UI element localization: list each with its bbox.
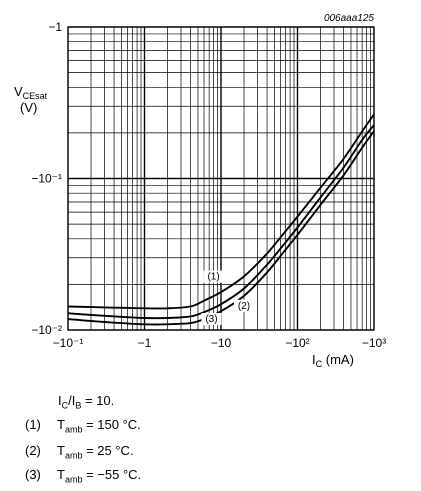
legend-main: T <box>57 443 65 458</box>
x-axis-label-main: I <box>312 352 316 367</box>
curve-3 <box>67 130 375 326</box>
y-axis-label-sub: CEsat <box>23 91 48 101</box>
y-axis-label-main: V <box>14 84 23 99</box>
legend-num: (1) <box>25 417 41 432</box>
y-axis-label: VCEsat <box>14 84 48 101</box>
x-tick-label: −10² <box>285 336 309 350</box>
legend-main: T <box>57 467 65 482</box>
tick-labels: −10⁻¹ −1 −10 −10² −10³−1−10⁻¹−10⁻² <box>31 20 386 350</box>
curve-1 <box>67 113 375 310</box>
legend-num: (3) <box>25 467 41 482</box>
y-tick-label: −1 <box>48 20 62 34</box>
legend-main: T <box>57 417 65 432</box>
x-tick-label: −1 <box>138 336 152 350</box>
y-tick-label: −10⁻² <box>31 323 62 337</box>
legend-rest: = 150 °C. <box>82 417 141 432</box>
condition-note: IC/IB = 10. <box>58 393 114 411</box>
x-axis-label-sub: C <box>316 359 323 369</box>
curves <box>67 113 375 326</box>
series-label-bg <box>234 299 255 312</box>
series-label-1: (1) <box>207 272 219 283</box>
legend-rest: = 25 °C. <box>82 443 134 458</box>
cond-rest: = 10. <box>81 393 115 408</box>
x-tick-label: −10³ <box>362 336 386 350</box>
series-labels: (1) (2) (3) <box>201 270 255 325</box>
y-tick-label: −10⁻¹ <box>31 172 62 186</box>
series-label-bg <box>203 270 224 283</box>
legend-note-2: (2) Tamb = 25 °C. <box>25 443 134 461</box>
x-axis-label-unit: (mA) <box>322 352 354 367</box>
cond-sub1: C <box>61 400 69 411</box>
cond-mid: /I <box>68 393 76 408</box>
plot-frame <box>67 26 375 331</box>
x-tick-label: −10 <box>211 336 232 350</box>
series-label-3: (3) <box>205 314 217 325</box>
chart-svg: −10⁻¹ −1 −10 −10² −10³−1−10⁻¹−10⁻² (1)(2)(3)… <box>14 13 386 369</box>
legend-num: (2) <box>25 443 41 458</box>
x-axis-label: IC (mA) <box>312 352 354 369</box>
legend-sub: amb <box>64 424 83 435</box>
cond-main: I <box>58 393 62 408</box>
legend-sub: amb <box>64 474 83 485</box>
legend-note-1: (1) Tamb = 150 °C. <box>25 417 141 435</box>
curve-2 <box>67 124 375 320</box>
y-axis-unit: (V) <box>20 100 37 115</box>
cond-sub2: B <box>75 400 82 411</box>
legend-rest: = −55 °C. <box>82 467 142 482</box>
figure-id: 006aaa125 <box>324 13 374 24</box>
legend-sub: amb <box>64 450 83 461</box>
series-label-2: (2) <box>238 301 250 312</box>
x-tick-label: −10⁻¹ <box>53 336 84 350</box>
legend-note-3: (3) Tamb = −55 °C. <box>25 467 141 485</box>
series-label-bg <box>201 312 222 325</box>
